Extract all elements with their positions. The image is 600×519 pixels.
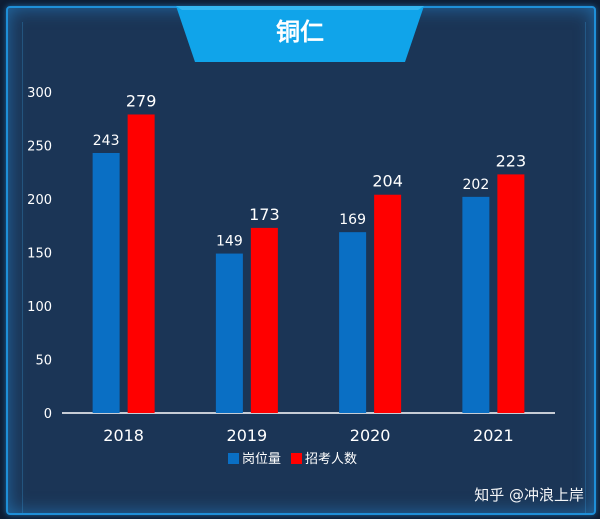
legend-swatch-applicants (291, 453, 302, 464)
bar-post (462, 196, 490, 413)
y-tick-label: 250 (27, 140, 52, 155)
y-tick-label: 200 (27, 193, 52, 208)
data-label: 169 (339, 212, 366, 228)
bar-applicants (127, 114, 155, 413)
banner-shape (176, 6, 424, 62)
banner-highlight (176, 6, 424, 10)
data-label: 202 (463, 177, 490, 193)
data-label: 279 (126, 91, 157, 110)
legend-label-applicants: 招考人数 (305, 452, 357, 467)
data-label: 149 (216, 234, 243, 250)
y-tick-label: 50 (35, 354, 52, 369)
x-tick-label: 2020 (350, 426, 391, 445)
bar-applicants (497, 174, 525, 413)
watermark: 知乎 @冲浪上岸 (474, 486, 584, 504)
bar-applicants (374, 194, 402, 413)
legend-label-post: 岗位量 (242, 452, 281, 467)
legend-swatch-post (228, 453, 239, 464)
x-tick-label: 2021 (473, 426, 514, 445)
data-label: 243 (93, 133, 120, 149)
bar-post (339, 232, 367, 413)
y-tick-label: 0 (44, 407, 52, 422)
x-tick-label: 2018 (103, 426, 144, 445)
title-banner (176, 6, 424, 62)
frame-inner-border (22, 22, 586, 513)
data-label: 204 (372, 172, 403, 191)
data-label: 223 (496, 151, 527, 170)
y-tick-label: 100 (27, 300, 52, 315)
y-tick-label: 300 (27, 86, 52, 101)
bar-post (92, 152, 120, 414)
data-label: 173 (249, 205, 280, 224)
bar-post (215, 253, 243, 413)
x-tick-label: 2019 (227, 426, 268, 445)
bar-applicants (250, 227, 278, 413)
y-tick-label: 150 (27, 247, 52, 262)
chart-title: 铜仁 (276, 18, 324, 46)
